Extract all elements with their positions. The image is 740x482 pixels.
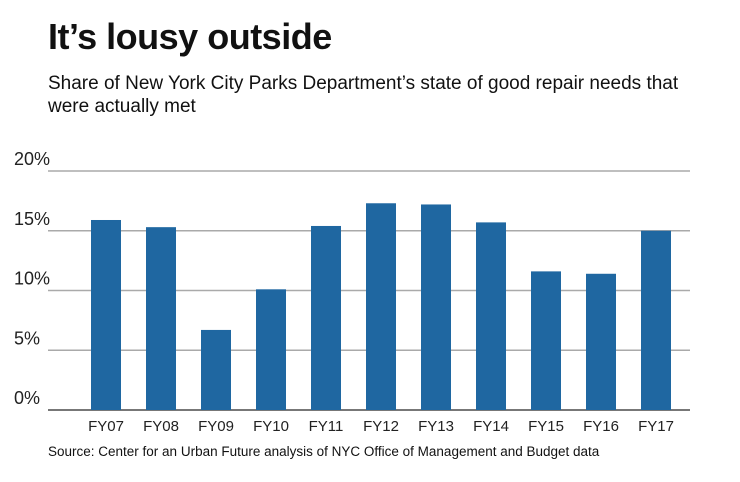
x-tick-label: FY16	[583, 418, 619, 435]
bar-fy14	[476, 222, 506, 410]
x-tick-label: FY15	[528, 418, 564, 435]
y-tick-label: 10%	[14, 269, 50, 289]
bar-fy09	[201, 329, 231, 410]
chart-subtitle: Share of New York City Parks Department’…	[48, 73, 679, 117]
y-tick-label: 15%	[14, 209, 50, 229]
x-tick-label: FY14	[473, 418, 509, 435]
bar-fy08	[146, 227, 176, 410]
bar-fy12	[366, 203, 396, 410]
bar-fy07	[91, 219, 121, 410]
y-tick-label: 5%	[14, 328, 40, 348]
bar-fy10	[256, 289, 286, 410]
y-tick-label: 0%	[14, 388, 40, 408]
bar-fy11	[311, 225, 341, 410]
x-tick-label: FY13	[418, 418, 454, 435]
chart-title: It’s lousy outside	[48, 16, 332, 57]
x-tick-label: FY12	[363, 418, 399, 435]
bar-fy13	[421, 204, 451, 410]
bar-fy17	[641, 230, 671, 410]
x-tick-label: FY10	[253, 418, 289, 435]
bar-fy15	[531, 271, 561, 410]
y-tick-label: 20%	[14, 149, 50, 169]
x-tick-label: FY11	[309, 418, 344, 435]
source-note: Source: Center for an Urban Future analy…	[48, 444, 600, 459]
x-tick-label: FY17	[638, 418, 674, 435]
bar-fy16	[586, 273, 616, 410]
x-tick-label: FY08	[143, 418, 179, 435]
x-tick-label: FY09	[198, 418, 234, 435]
x-tick-label: FY07	[88, 418, 124, 435]
